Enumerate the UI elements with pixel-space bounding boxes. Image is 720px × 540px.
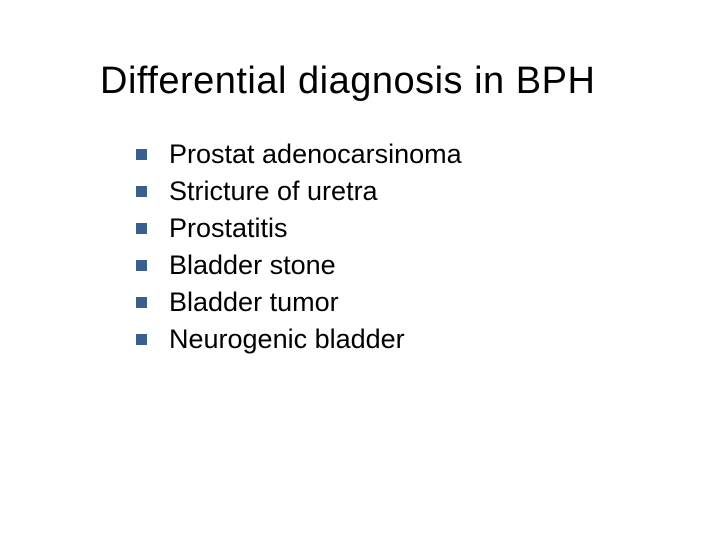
square-bullet-icon [136,223,147,234]
square-bullet-icon [136,334,147,345]
list-item-text: Stricture of uretra [169,176,378,207]
list-item-text: Neurogenic bladder [169,324,405,355]
slide-container: Differential diagnosis in BPH Prostat ad… [0,0,720,540]
square-bullet-icon [136,297,147,308]
list-item: Neurogenic bladder [136,324,680,355]
list-item: Bladder tumor [136,287,680,318]
list-item-text: Prostatitis [169,213,288,244]
list-item: Stricture of uretra [136,176,680,207]
square-bullet-icon [136,186,147,197]
list-item-text: Bladder tumor [169,287,339,318]
square-bullet-icon [136,149,147,160]
list-item: Prostatitis [136,213,680,244]
list-item: Prostat adenocarsinoma [136,139,680,170]
square-bullet-icon [136,260,147,271]
list-item: Bladder stone [136,250,680,281]
list-item-text: Prostat adenocarsinoma [169,139,462,170]
slide-title: Differential diagnosis in BPH [100,60,680,103]
list-item-text: Bladder stone [169,250,336,281]
bullet-list: Prostat adenocarsinoma Stricture of uret… [100,139,680,355]
